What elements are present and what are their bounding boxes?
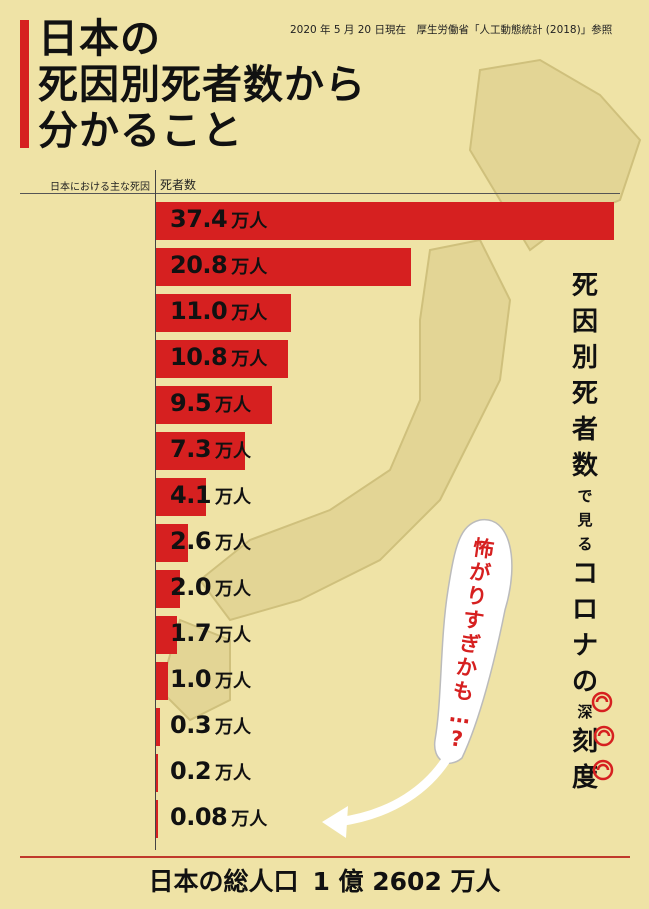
- swirl-icon: [591, 691, 613, 713]
- value-label: 0.2 万人: [170, 757, 252, 785]
- value-label: 2.6 万人: [170, 527, 252, 555]
- bar: [156, 616, 177, 654]
- value-label: 7.3 万人: [170, 435, 252, 463]
- bar: [156, 478, 207, 516]
- footer-divider: [20, 856, 630, 858]
- bar: [156, 248, 411, 286]
- title-line-1: 日本の: [38, 16, 161, 62]
- bar: [156, 524, 188, 562]
- chart-axis-line: [155, 170, 156, 850]
- value-label: 1.0 万人: [170, 665, 252, 693]
- value-label: 4.1 万人: [170, 481, 252, 509]
- bar: [156, 570, 181, 608]
- bar: [156, 202, 614, 240]
- column-header-cause: 日本における主な死因: [50, 182, 150, 193]
- bar: [156, 294, 291, 332]
- value-label: 1.7 万人: [170, 619, 252, 647]
- swirl-icon: [593, 725, 615, 747]
- value-label: 10.8 万人: [170, 343, 268, 371]
- bar: [156, 432, 246, 470]
- value-label: 0.3 万人: [170, 711, 252, 739]
- value-label: 37.4 万人: [170, 205, 268, 233]
- footer-total-population: 日本の総人口 1 億 2602 万人: [0, 862, 649, 898]
- value-label: 9.5 万人: [170, 389, 252, 417]
- bar: [156, 708, 160, 746]
- value-label: 0.08 万人: [170, 803, 268, 831]
- bar: [156, 754, 159, 792]
- value-label: 20.8 万人: [170, 251, 268, 279]
- bar: [156, 340, 289, 378]
- bar: [156, 386, 273, 424]
- swirl-icon: [592, 759, 614, 781]
- title-line-2: 死因別死者数から: [38, 62, 366, 108]
- arrow-head: [322, 806, 348, 838]
- title-line-3: 分かること: [38, 108, 243, 154]
- footer-label: 日本の総人口: [148, 867, 299, 896]
- column-header-deaths: 死者数: [160, 178, 197, 192]
- vertical-caption: 死 因 別 死 者 数 で 見 る コ ロ ナ の 深 刻 度: [571, 271, 598, 793]
- footer-value: 1 億 2602 万人: [312, 867, 501, 896]
- source-note: 2020 年 5 月 20 日現在 厚生労働省「人工動態統計 (2018)」参照: [290, 24, 613, 36]
- value-label: 11.0 万人: [170, 297, 268, 325]
- bar: [156, 800, 158, 838]
- header-divider: [20, 193, 620, 194]
- page-title: 日本の 死因別死者数から 分かること: [38, 16, 366, 154]
- value-label: 2.0 万人: [170, 573, 252, 601]
- arrow-shaft: [333, 745, 457, 827]
- bar: [156, 662, 169, 700]
- title-accent-bar: [20, 20, 29, 148]
